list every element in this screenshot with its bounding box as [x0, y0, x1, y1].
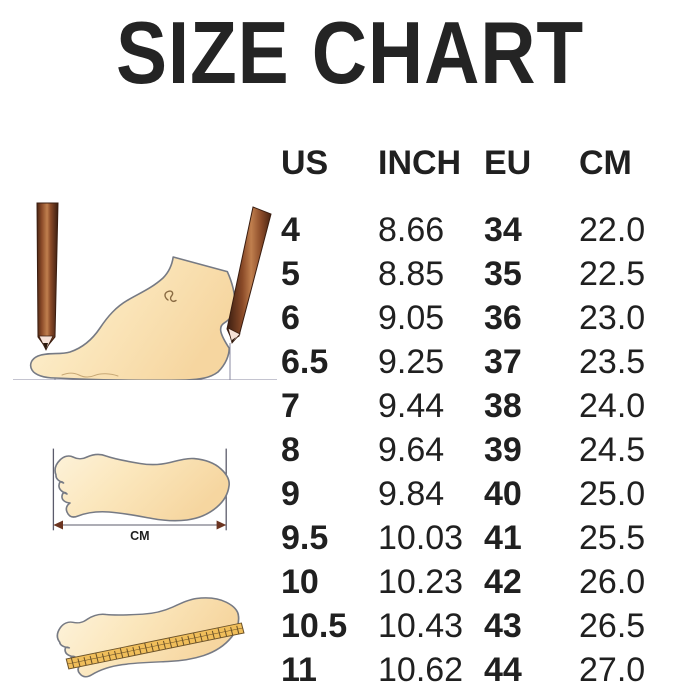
svg-text:CM: CM — [130, 529, 149, 543]
